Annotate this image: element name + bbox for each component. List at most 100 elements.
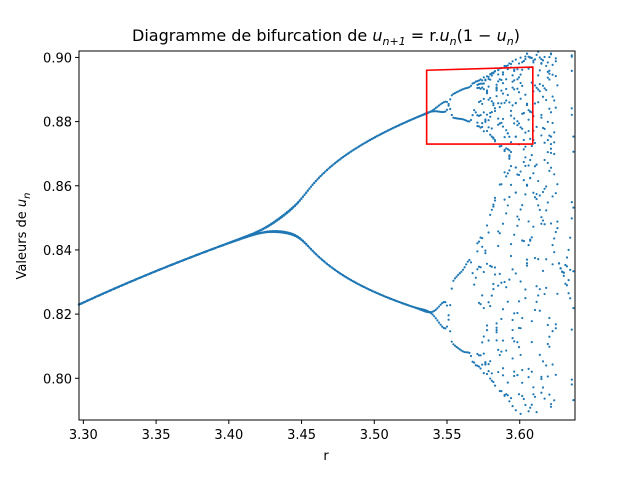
data-point	[460, 270, 463, 273]
data-point	[549, 111, 553, 114]
data-point	[546, 323, 549, 327]
data-point	[541, 190, 545, 194]
data-point	[513, 312, 516, 315]
data-point	[506, 93, 509, 97]
data-point	[545, 98, 548, 102]
data-point	[441, 102, 444, 105]
data-point	[441, 110, 444, 114]
data-point	[487, 370, 490, 373]
data-point	[511, 337, 514, 340]
data-point	[485, 324, 489, 327]
data-point	[506, 300, 509, 303]
y-tick-label: 0.80	[43, 372, 72, 387]
data-point	[527, 367, 530, 370]
data-point	[509, 109, 513, 112]
data-point	[513, 340, 516, 343]
data-point	[346, 277, 349, 280]
data-point	[497, 284, 500, 287]
data-point	[549, 142, 553, 146]
data-point	[548, 55, 551, 59]
data-point	[484, 120, 487, 123]
data-point	[458, 117, 461, 120]
x-tick-label: 3.30	[69, 428, 98, 443]
data-point	[493, 196, 497, 199]
data-point	[497, 244, 500, 248]
data-point	[492, 380, 495, 384]
data-point	[519, 73, 522, 76]
data-point	[471, 114, 474, 117]
data-point	[519, 126, 522, 129]
data-point	[532, 59, 535, 62]
data-point	[545, 364, 548, 367]
data-point	[353, 148, 356, 151]
data-point	[506, 394, 509, 397]
data-point	[481, 236, 484, 240]
data-point	[548, 78, 551, 81]
data-point	[285, 212, 289, 215]
data-point	[529, 176, 532, 179]
data-point	[508, 400, 511, 403]
data-point	[543, 397, 546, 400]
data-point	[516, 224, 519, 227]
data-point	[521, 68, 524, 71]
data-point	[455, 345, 458, 349]
data-point	[481, 125, 484, 128]
data-point	[549, 147, 553, 150]
data-point	[522, 239, 525, 243]
data-point	[501, 222, 505, 225]
data-point	[476, 125, 479, 128]
data-point	[473, 361, 476, 364]
data-point	[492, 203, 495, 206]
data-point	[503, 148, 506, 151]
data-point	[479, 114, 482, 117]
data-point	[482, 270, 485, 274]
data-point	[453, 344, 457, 347]
data-point	[572, 306, 575, 310]
data-point	[500, 89, 503, 92]
x-axis-ticks: 3.30 3.35 3.40 3.45 3.50 3.55 3.60	[69, 420, 534, 443]
data-point	[511, 104, 514, 107]
data-point	[532, 172, 535, 175]
data-point	[484, 78, 487, 81]
title-sub2: n	[450, 35, 457, 48]
data-point	[492, 136, 495, 139]
data-point	[485, 89, 489, 92]
data-point	[492, 205, 495, 208]
data-point	[277, 218, 281, 221]
data-point	[351, 279, 354, 283]
data-point	[532, 225, 535, 228]
data-point	[482, 372, 485, 375]
data-point	[356, 146, 359, 149]
y-label-sub: n	[22, 193, 33, 199]
data-point	[439, 303, 442, 306]
data-point	[527, 410, 530, 413]
data-point	[481, 102, 484, 106]
data-point	[511, 357, 514, 360]
data-point	[477, 240, 481, 243]
data-point	[484, 249, 487, 252]
data-point	[511, 60, 514, 63]
data-point	[495, 86, 498, 89]
data-point	[431, 313, 434, 316]
data-point	[485, 329, 489, 332]
data-point	[345, 276, 348, 279]
data-point	[449, 98, 452, 101]
data-point	[365, 140, 369, 143]
data-point	[509, 243, 513, 246]
data-point	[449, 107, 452, 111]
data-point	[468, 258, 471, 262]
data-point	[500, 183, 503, 186]
data-point	[517, 91, 521, 94]
data-point	[525, 262, 529, 265]
data-point	[561, 270, 564, 273]
data-point	[570, 378, 573, 381]
data-point	[549, 151, 553, 154]
data-point	[527, 129, 530, 133]
data-point	[514, 102, 517, 105]
data-point	[543, 158, 546, 162]
data-point	[465, 263, 468, 266]
data-point	[340, 157, 343, 160]
x-tick-label: 3.55	[433, 428, 462, 443]
data-point	[289, 209, 292, 212]
data-point	[525, 264, 529, 267]
